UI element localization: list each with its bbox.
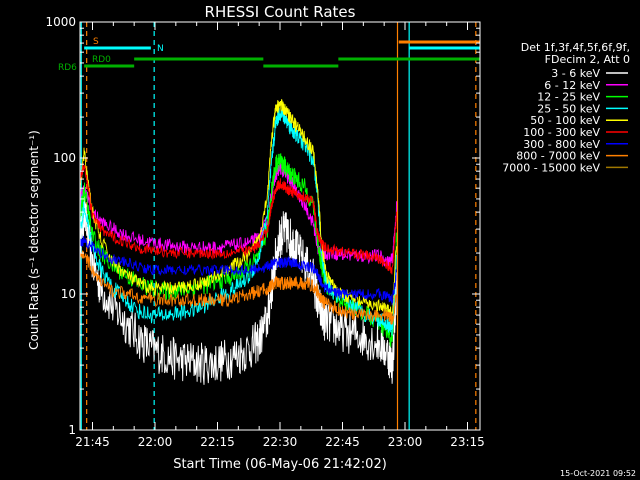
x-tick-label: 23:00 — [388, 435, 423, 449]
flag-label: S — [93, 37, 99, 47]
x-tick-label: 22:15 — [200, 435, 235, 449]
legend-label: 50 - 100 keV — [530, 114, 600, 127]
y-tick-label: 100 — [53, 151, 76, 165]
series-line-5 — [79, 163, 397, 275]
y-axis-label: Count Rate (s⁻¹ detector segment⁻¹) — [27, 130, 41, 350]
legend-label: 3 - 6 keV — [551, 67, 600, 80]
x-tick-label: 22:45 — [325, 435, 360, 449]
flag-label: RD6 — [58, 63, 77, 73]
flag-label: RD0 — [92, 55, 111, 65]
date-stamp: 15-Oct-2021 09:52 — [560, 469, 636, 478]
legend-header: Det 1f,3f,4f,5f,6f,9f, — [521, 41, 630, 54]
series-line-7 — [79, 250, 397, 325]
legend-label: 7000 - 15000 keV — [502, 161, 600, 174]
y-tick-label: 1 — [68, 423, 76, 437]
x-tick-label: 21:45 — [75, 435, 110, 449]
y-tick-label: 10 — [61, 287, 76, 301]
legend-label: 300 - 800 keV — [523, 138, 600, 151]
x-tick-label: 23:15 — [450, 435, 485, 449]
y-tick-label: 1000 — [45, 15, 76, 29]
legend-label: 100 - 300 keV — [523, 126, 600, 139]
series-line-6 — [79, 236, 397, 306]
x-axis-label: Start Time (06-May-06 21:42:02) — [173, 457, 387, 472]
series-line-2 — [79, 153, 397, 348]
legend-header: FDecim 2, Att 0 — [545, 53, 630, 66]
flag-label: N — [157, 44, 164, 54]
x-tick-label: 22:00 — [138, 435, 173, 449]
legend-label: 25 - 50 keV — [537, 102, 600, 115]
legend-label: 6 - 12 keV — [544, 79, 600, 92]
plot-area: RD6 RD0 S N 1 10 100 1000 21:45 22:00 22:15 22:30 22… — [45, 15, 484, 449]
legend-label: 800 - 7000 keV — [516, 150, 600, 163]
x-tick-label: 22:30 — [263, 435, 298, 449]
legend-label: 12 - 25 keV — [537, 91, 600, 104]
chart-title: RHESSI Count Rates — [205, 3, 356, 21]
